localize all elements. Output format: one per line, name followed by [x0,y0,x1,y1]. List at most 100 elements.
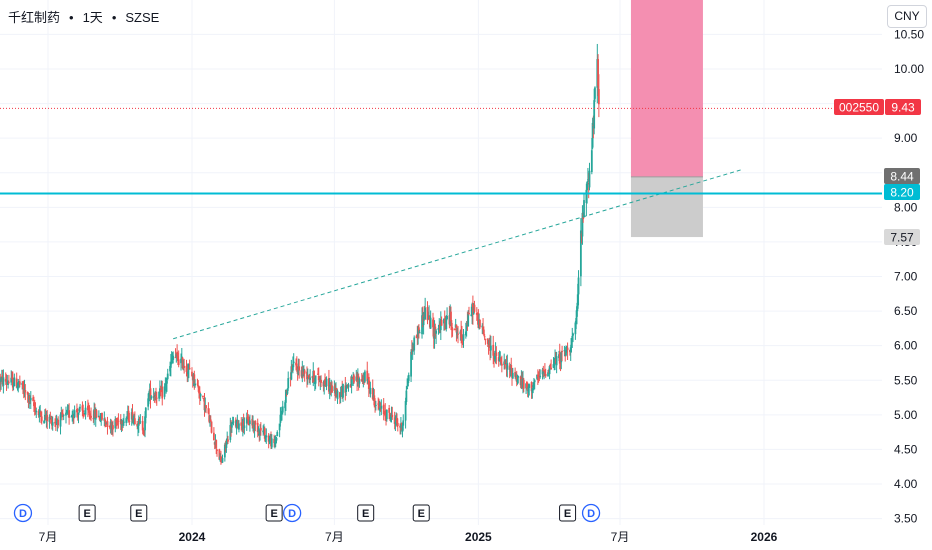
candle-body [101,412,103,420]
target-zone[interactable] [630,0,703,177]
candle-body [236,419,239,421]
candle-body [571,335,574,339]
candle-body [553,361,556,366]
candle-body [51,416,53,426]
x-tick-label: 2025 [465,530,492,544]
stop-zone[interactable] [630,176,703,238]
candle-body [186,373,189,376]
candle-body [378,407,381,411]
candle-body [566,347,569,351]
earnings-marker: E [78,504,96,522]
candle-body [274,442,276,444]
candle-body [378,404,380,410]
symbol-name[interactable]: 千红制药 [8,10,61,25]
candle-body [18,381,21,385]
candle-body [163,386,166,397]
candle-body [482,329,485,335]
candle-body [123,421,125,423]
candle-body [486,338,489,345]
candle-body [391,414,394,418]
candle-body [176,356,179,361]
candle-body [227,439,229,442]
candle-body [155,397,158,399]
candle-body [522,379,525,389]
candle-body [230,426,233,429]
candle-body [574,322,577,335]
candle-body [467,313,470,327]
candle-body [470,314,473,316]
candle-body [183,365,186,368]
candle-body [313,370,315,383]
candle-body [445,317,448,329]
candle-body [530,382,533,392]
candle-body [560,352,563,363]
candle-body [336,390,339,400]
time-axis[interactable]: 7月 2024 7月 2025 7月 2026 [39,530,778,544]
candle-body [369,387,372,395]
candle-body [559,362,562,364]
candle-body [586,182,589,191]
candle-body [484,338,487,340]
candle-body [418,332,421,334]
candle-body [127,410,130,421]
candle-body [371,388,374,400]
candle-body [172,355,175,360]
candle-body [380,405,383,409]
candle-body [12,385,15,387]
candle-body [137,418,140,426]
candle-body [279,414,282,424]
candle-body [150,396,153,399]
candle-body [169,366,171,372]
candle-body [161,386,164,399]
candle-body [317,376,320,380]
candle-body [328,378,330,392]
candle-body [10,377,13,383]
candle-body [166,373,169,379]
candle-body [358,378,361,384]
candle-body [473,304,476,312]
candle-body [552,364,555,368]
candle-body [590,150,593,173]
dividend-marker-label: D [288,508,296,520]
trend-line[interactable] [173,168,743,340]
currency-button[interactable]: CNY [887,5,927,28]
candle-body [281,412,283,414]
earnings-marker: E [559,504,577,522]
candle-body [82,410,85,413]
dividend-marker-circle [581,503,601,523]
candle-body [180,358,182,364]
candle-body [424,307,427,320]
dividend-marker: D [13,503,33,523]
earnings-marker-box [265,504,283,522]
candle-body [166,380,168,384]
candle-body [235,421,238,429]
candle-body [587,179,589,181]
candle-body [407,381,409,387]
candle-body [174,357,177,359]
candle-body [238,423,240,430]
candle-body [525,381,528,389]
candle-body [26,392,29,395]
earnings-marker-label: E [83,508,90,520]
candle-body [364,371,366,382]
candle-body [588,170,591,188]
candle-body [216,449,218,451]
candle-body [158,391,161,399]
candle-body [104,419,107,422]
candle-body [24,390,27,393]
y-tick-label: 10.00 [894,62,924,76]
candle-body [251,418,254,426]
candle-body [98,416,101,420]
candle-body [479,319,481,328]
interval-label[interactable]: 1天 [82,10,103,25]
candle-body [243,425,246,429]
candle-body [187,371,189,374]
candle-body [33,402,35,407]
candle-body [35,410,38,413]
candle-body [215,439,218,449]
candle-body [394,421,397,424]
candle-body [482,326,484,330]
earnings-marker: E [130,504,148,522]
candle-body [33,405,36,408]
